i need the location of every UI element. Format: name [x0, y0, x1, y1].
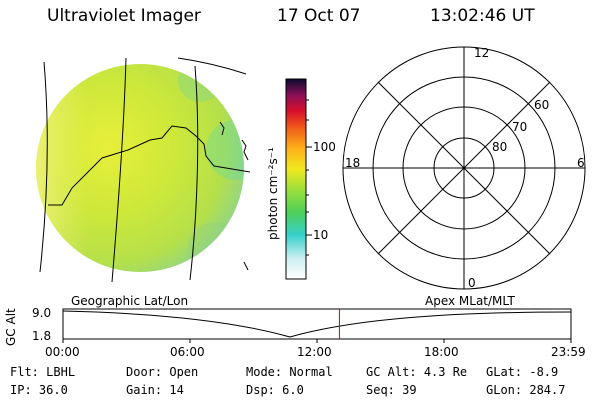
image-time: 13:02:46 UT [430, 6, 535, 26]
left-caption: Geographic Lat/Lon [71, 294, 189, 308]
status-gain: Gain: 14 [126, 383, 184, 397]
status-gc-alt: GC Alt: 4.3 Re [366, 365, 468, 379]
geo-grid-lines [39, 57, 251, 283]
altitude-xtick-0000: 00:00 [45, 345, 80, 359]
altitude-xtick-1200: 12:00 [297, 345, 332, 359]
altitude-curve [62, 310, 572, 338]
status-door: Door: Open [126, 365, 199, 379]
altitude-ytick-1-8: 1.8 [32, 329, 52, 343]
colorbar-tick-10: 10 [313, 228, 329, 242]
mlt-label-18: 18 [345, 156, 361, 170]
mlt-label-6: 6 [577, 156, 585, 170]
status-dsp: Dsp: 6.0 [246, 383, 304, 397]
altitude-xtick-0600: 06:00 [170, 345, 205, 359]
status-seq: Seq: 39 [366, 383, 417, 397]
altitude-plot [62, 308, 572, 343]
colorbar-unit-label: photon cm⁻²s⁻¹ [266, 147, 280, 240]
altitude-xtick-2359: 23:59 [551, 345, 586, 359]
altitude-xtick-1800: 18:00 [424, 345, 459, 359]
image-title: Ultraviolet Imager [47, 6, 201, 26]
colorbar-tick-100: 100 [313, 140, 336, 154]
mlat-label-60: 60 [534, 98, 550, 112]
status-filter: Flt: LBHL [10, 365, 76, 379]
altitude-ylabel: GC Alt [4, 308, 18, 346]
status-glat: GLat: -8.9 [486, 365, 559, 379]
mlat-label-80: 80 [492, 140, 508, 154]
polar-grid [342, 46, 586, 290]
image-date: 17 Oct 07 [277, 6, 361, 26]
mlat-label-70: 70 [512, 120, 528, 134]
colorbar-ticks [306, 99, 312, 256]
mlt-label-0: 0 [468, 276, 476, 290]
altitude-xticks-marks [62, 339, 572, 343]
right-caption: Apex MLat/MLT [425, 294, 515, 308]
colorbar [285, 78, 307, 280]
mlt-label-12: 12 [474, 46, 490, 60]
status-mode: Mode: Normal [246, 365, 333, 379]
status-ip: IP: 36.0 [10, 383, 68, 397]
altitude-ytick-9: 9.0 [32, 306, 52, 320]
uv-earth-image [36, 64, 244, 272]
status-glon: GLon: 284.7 [486, 383, 566, 397]
